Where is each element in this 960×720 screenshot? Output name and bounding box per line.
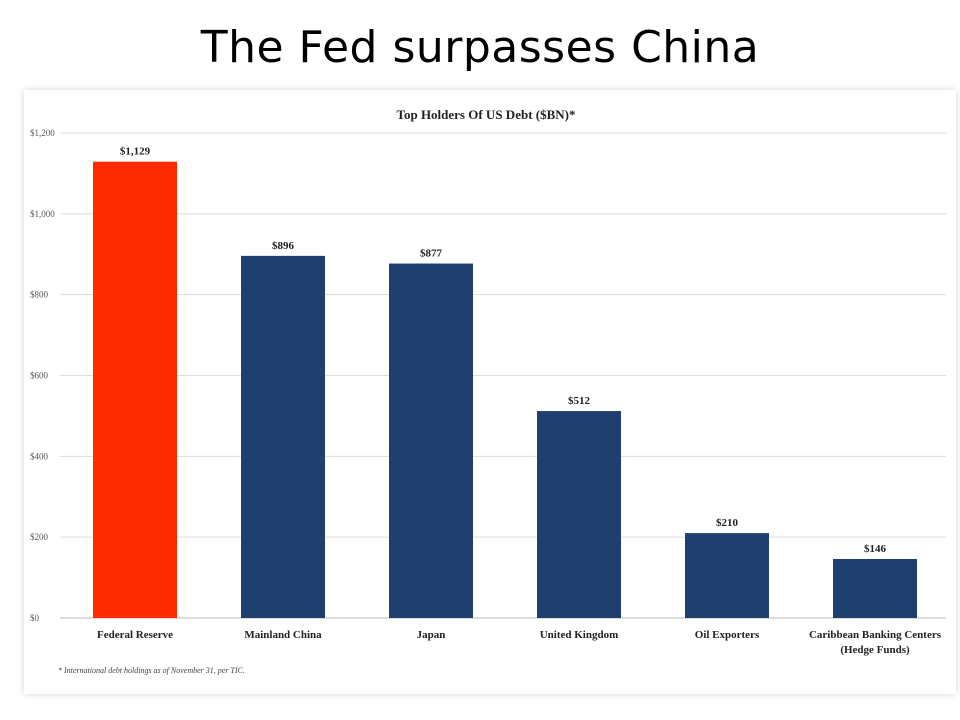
- y-tick-label: $1,200: [30, 128, 55, 138]
- y-axis-ticks: $0 $200 $400 $600 $800 $1,000 $1,200: [30, 128, 55, 623]
- x-category-label: Caribbean Banking Centers: [809, 629, 942, 641]
- x-category-label: Oil Exporters: [695, 629, 760, 641]
- x-category-label: (Hedge Funds): [840, 644, 910, 656]
- x-category-label: Federal Reserve: [97, 629, 173, 641]
- bar: [833, 558, 917, 618]
- bar: [389, 263, 473, 618]
- x-axis-categories: Federal Reserve Mainland China Japan United…: [97, 629, 942, 656]
- chart-panel: Top Holders Of US Debt ($BN)* $0 $200 $400…: [24, 90, 956, 694]
- y-tick-label: $200: [30, 532, 49, 542]
- y-tick-label: $800: [30, 290, 49, 300]
- bar-chart: Top Holders Of US Debt ($BN)* $0 $200 $400…: [30, 107, 946, 675]
- data-label: $877: [420, 248, 443, 260]
- chart-title: Top Holders Of US Debt ($BN)*: [396, 107, 575, 122]
- x-category-label: Mainland China: [244, 629, 322, 641]
- y-tick-label: $400: [30, 451, 49, 461]
- bar: [93, 161, 177, 618]
- gridlines: [60, 132, 946, 619]
- data-label: $896: [272, 240, 295, 252]
- data-label: $210: [716, 517, 739, 529]
- data-labels: $1,129 $896 $877 $512 $210 $146: [120, 146, 887, 555]
- data-label: $146: [864, 543, 887, 555]
- bar: [537, 411, 621, 618]
- chart-footnote: * International debt holdings as of Nove…: [58, 666, 245, 675]
- data-label: $1,129: [120, 146, 151, 158]
- bar: [241, 255, 325, 618]
- slide-title: The Fed surpasses China: [200, 22, 760, 73]
- bars: [93, 161, 917, 618]
- data-label: $512: [568, 395, 591, 407]
- y-tick-label: $600: [30, 371, 49, 381]
- y-tick-label: $0: [30, 613, 40, 623]
- x-category-label: Japan: [417, 629, 446, 641]
- y-tick-label: $1,000: [30, 209, 55, 219]
- bar: [685, 533, 769, 618]
- x-category-label: United Kingdom: [540, 629, 619, 641]
